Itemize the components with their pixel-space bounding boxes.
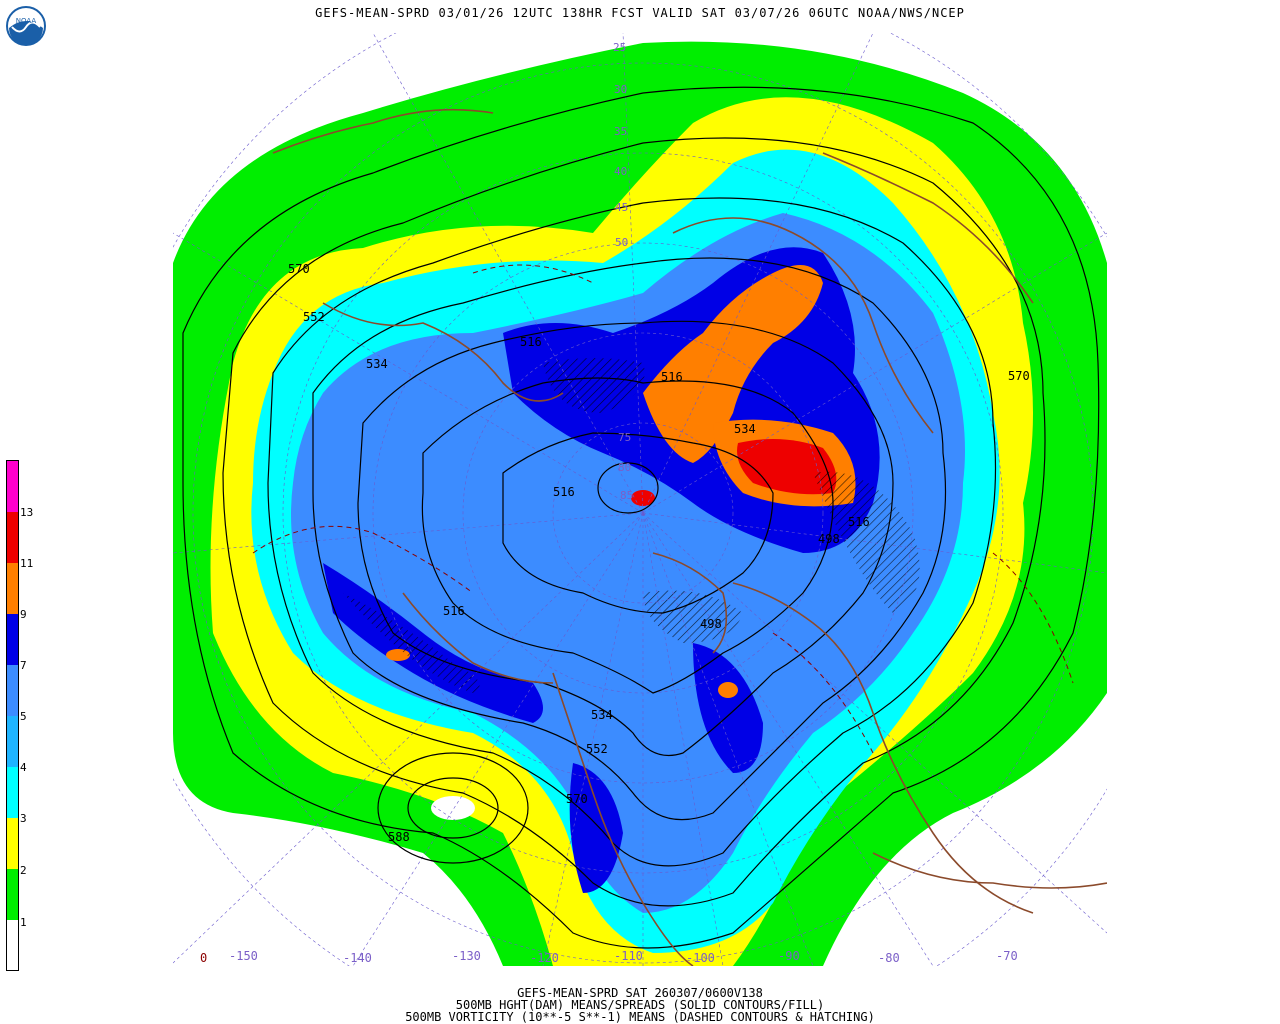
contour-label-534-nw: 534 <box>366 357 388 371</box>
legend-label-13: 13 <box>20 506 34 519</box>
lon-label-80w: -80 <box>878 951 900 965</box>
contour-label-534-south: 534 <box>591 708 613 722</box>
spread-red-area <box>737 439 837 495</box>
logo-text: NOAA <box>16 17 37 25</box>
legend-label-7: 7 <box>20 659 27 672</box>
spread-orange-spot-2 <box>718 682 738 698</box>
legend-swatch-1 <box>7 869 18 920</box>
contour-label-498-south: 498 <box>700 617 722 631</box>
legend-swatch-4 <box>7 716 18 767</box>
contour-label-516-ne: 516 <box>661 370 683 384</box>
legend-label-5: 5 <box>20 710 27 723</box>
legend-label-2: 2 <box>20 864 27 877</box>
legend-label-1: 1 <box>20 916 27 929</box>
lat-label-40: 40 <box>614 165 628 178</box>
spread-blue-jet-south <box>569 763 623 893</box>
contour-label-570-east: 570 <box>1008 369 1030 383</box>
lon-label-120w: -120 <box>530 951 559 965</box>
lon-label-100w: -100 <box>686 951 715 965</box>
contour-label-516-center: 516 <box>553 485 575 499</box>
contour-label-588-sw: 588 <box>388 830 410 844</box>
lon-label-90w: -90 <box>778 949 800 963</box>
legend-swatch-0 <box>7 920 18 970</box>
contour-label-498-east: 498 <box>818 532 840 546</box>
lat-label-45: 45 <box>615 201 629 214</box>
lat-label-35: 35 <box>614 125 628 138</box>
contour-label-534-east: 534 <box>734 422 756 436</box>
legend-label-4: 4 <box>20 761 27 774</box>
legend-swatch-3 <box>7 767 18 818</box>
spread-color-legend <box>6 460 19 971</box>
legend-swatch-2 <box>7 818 18 869</box>
lon-label-0: 0 <box>200 951 208 965</box>
map-canvas: 570 552 534 516 516 516 534 516 498 516 … <box>173 33 1107 966</box>
chart-title: GEFS-MEAN-SPRD 03/01/26 12UTC 138HR FCST… <box>315 6 965 20</box>
contour-label-552-nw: 552 <box>303 310 325 324</box>
lon-label-140w: -140 <box>343 951 372 965</box>
contour-label-570-nw: 570 <box>288 262 310 276</box>
vorticity-hatching-3 <box>343 593 480 693</box>
lat-label-50: 50 <box>615 236 629 249</box>
noaa-logo: NOAA <box>6 6 46 46</box>
height-contours <box>182 86 1100 949</box>
spread-orange-area <box>643 265 823 463</box>
vorticity-contours <box>252 264 1074 754</box>
contour-label-570-south: 570 <box>566 792 588 806</box>
contour-label-516-n: 516 <box>520 335 542 349</box>
footer-line-2: 500MB HGHT(DAM) MEANS/SPREADS (SOLID CON… <box>455 998 825 1012</box>
footer-line-1: GEFS-MEAN-SPRD SAT 260307/0600V138 <box>517 986 763 1000</box>
legend-label-3: 3 <box>20 812 27 825</box>
lat-label-25: 25 <box>613 41 627 54</box>
high-center-white <box>431 796 475 820</box>
lon-label-70w: -70 <box>996 949 1018 963</box>
footer-line-3: 500MB VORTICITY (10**-5 S**-1) MEANS (DA… <box>405 1010 875 1024</box>
vorticity-hatching-2 <box>813 471 920 613</box>
contour-label-516-east: 516 <box>848 515 870 529</box>
legend-label-11: 11 <box>20 557 34 570</box>
legend-swatch-9 <box>7 563 18 614</box>
lat-label-85: 85 <box>620 489 634 502</box>
legend-label-9: 9 <box>20 608 27 621</box>
spread-blue-jet-east <box>693 643 763 773</box>
legend-swatch-7 <box>7 614 18 665</box>
legend-swatch-5 <box>7 665 18 716</box>
legend-swatch-13plus <box>7 461 18 512</box>
lon-label-150w: -150 <box>229 949 258 963</box>
lat-label-75: 75 <box>618 431 632 444</box>
lat-label-30: 30 <box>614 83 628 96</box>
contour-label-552-south: 552 <box>586 742 608 756</box>
coastlines <box>272 108 1107 966</box>
lat-label-80: 80 <box>618 461 632 474</box>
lon-label-130w: -130 <box>452 949 481 963</box>
hemispheric-map: 570 552 534 516 516 516 534 516 498 516 … <box>173 33 1107 966</box>
legend-swatch-11 <box>7 512 18 563</box>
lon-label-110w: -110 <box>614 949 643 963</box>
vorticity-hatching-1 <box>543 358 645 413</box>
contour-label-516-west: 516 <box>443 604 465 618</box>
